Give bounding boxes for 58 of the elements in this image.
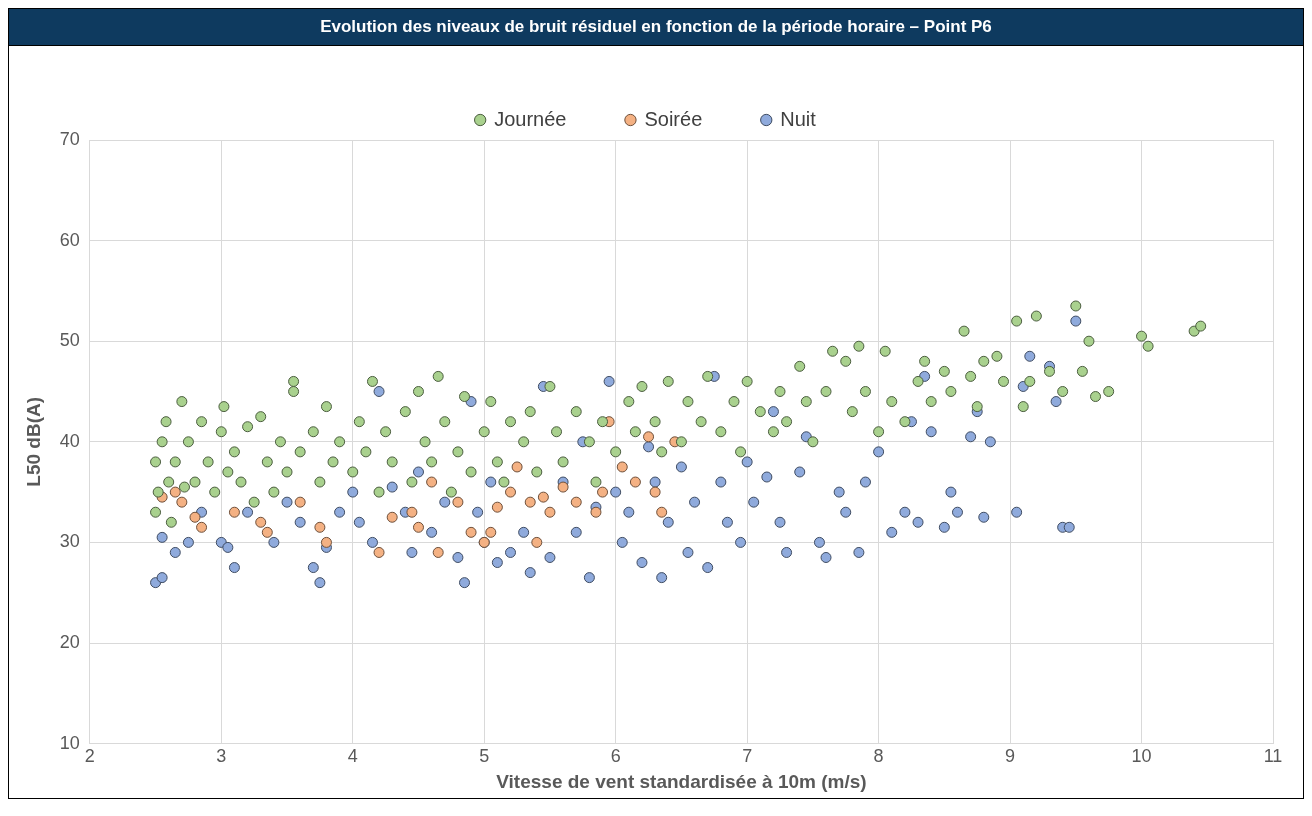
- x-tick-label: 6: [610, 746, 621, 767]
- point: [386, 511, 398, 523]
- point: [373, 546, 385, 558]
- point: [169, 486, 181, 498]
- point: [629, 476, 641, 488]
- point: [452, 496, 464, 508]
- point: [511, 461, 523, 473]
- point: [531, 536, 543, 548]
- x-tick-label: 3: [216, 746, 227, 767]
- point: [406, 506, 418, 518]
- point: [537, 491, 549, 503]
- point: [524, 496, 536, 508]
- x-tick-label: 11: [1263, 746, 1283, 767]
- point: [261, 526, 273, 538]
- x-tick-label: 2: [84, 746, 95, 767]
- y-tick-label: 40: [59, 430, 80, 451]
- y-tick-label: 30: [59, 531, 80, 552]
- point: [320, 536, 332, 548]
- point: [656, 506, 668, 518]
- point: [544, 506, 556, 518]
- y-tick-label: 10: [59, 732, 80, 753]
- x-tick-label: 10: [1131, 746, 1152, 767]
- point: [590, 506, 602, 518]
- y-axis-title: L50 dB(A): [22, 396, 44, 487]
- point: [597, 486, 609, 498]
- point: [255, 516, 267, 528]
- point: [196, 521, 208, 533]
- point: [649, 486, 661, 498]
- point: [189, 511, 201, 523]
- point: [412, 521, 424, 533]
- point: [485, 526, 497, 538]
- legend-label: Soirée: [644, 107, 703, 130]
- point: [557, 481, 569, 493]
- legend-label: Journée: [494, 107, 567, 130]
- x-axis-title: Vitesse de vent standardisée à 10m (m/s): [496, 770, 867, 792]
- chart-title: Evolution des niveaux de bruit résiduel en fonction de la période horaire – Point P6: [9, 9, 1303, 46]
- y-tick-label: 20: [59, 631, 80, 652]
- x-tick-label: 4: [347, 746, 358, 767]
- point: [176, 496, 188, 508]
- point: [505, 486, 517, 498]
- y-tick-label: 50: [59, 330, 80, 351]
- point: [491, 501, 503, 513]
- point: [616, 461, 628, 473]
- point: [465, 526, 477, 538]
- point: [314, 521, 326, 533]
- point: [228, 506, 240, 518]
- point: [643, 431, 655, 443]
- point: [570, 496, 582, 508]
- point: [294, 496, 306, 508]
- y-tick-label: 70: [59, 128, 80, 149]
- x-tick-label: 8: [873, 746, 884, 767]
- y-tick-label: 60: [59, 229, 80, 250]
- x-tick-label: 5: [479, 746, 490, 767]
- x-tick-label: 9: [1005, 746, 1016, 767]
- point: [426, 476, 438, 488]
- legend-label: Nuit: [780, 107, 817, 130]
- x-tick-label: 7: [742, 746, 753, 767]
- point: [432, 546, 444, 558]
